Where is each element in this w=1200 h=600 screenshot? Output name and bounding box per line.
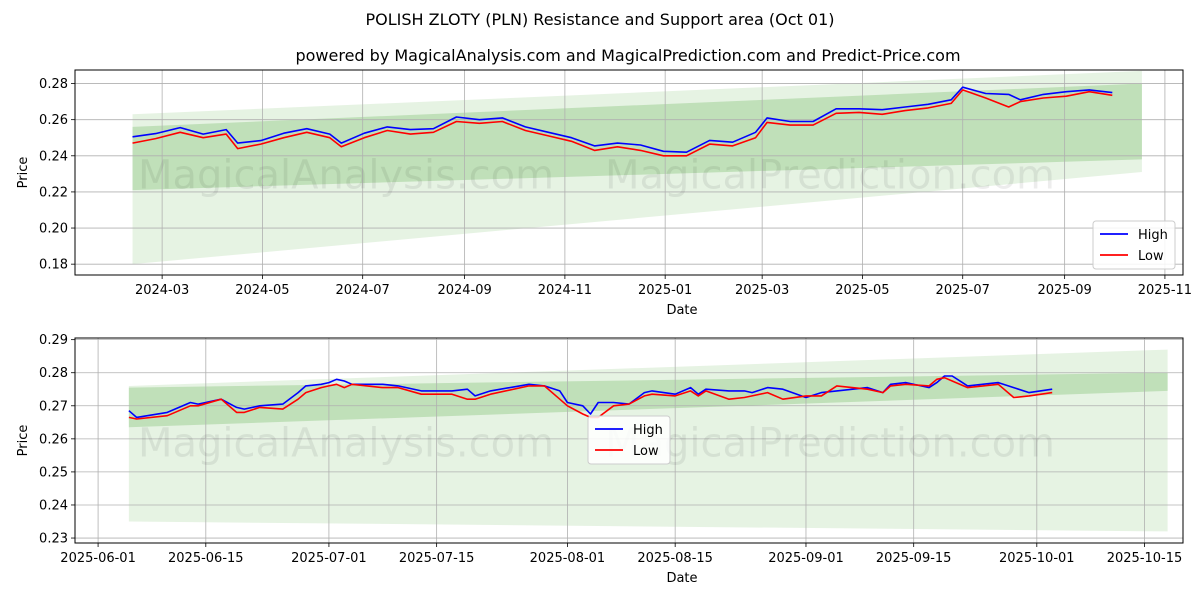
plot-frame: [74, 337, 1184, 544]
x-tick-label: 2025-09: [1037, 283, 1091, 298]
x-tick-label: 2025-08-01: [530, 551, 606, 566]
x-tick-label: 2025-06-01: [60, 551, 136, 566]
y-tick-label: 0.28: [39, 77, 68, 92]
x-axis-label: Date: [666, 571, 697, 586]
watermark-text: MagicalAnalysis.com: [138, 153, 554, 199]
plot-frame: [74, 69, 1184, 276]
y-axis-label: Price: [16, 425, 31, 457]
y-tick-label: 0.23: [39, 532, 68, 547]
series-line-high: [128, 375, 1053, 419]
chart-title: POLISH ZLOTY (PLN) Resistance and Suppor…: [366, 10, 835, 29]
watermark-text: MagicalPrediction.com: [605, 153, 1055, 199]
y-tick-label: 0.27: [39, 399, 68, 414]
y-tick-label: 0.22: [39, 185, 68, 200]
x-tick-label: 2025-10-15: [1107, 551, 1183, 566]
y-tick-label: 0.25: [39, 465, 68, 480]
x-tick-label: 2025-10-01: [999, 551, 1075, 566]
watermark-text: MagicalAnalysis.com: [138, 421, 554, 467]
y-tick-label: 0.18: [39, 258, 68, 273]
x-tick-label: 2024-09: [437, 283, 491, 298]
legend: High Low: [1092, 220, 1176, 270]
legend-label-low: Low: [1138, 249, 1164, 264]
x-tick-label: 2025-09-01: [768, 551, 844, 566]
x-tick-label: 2024-03: [135, 283, 189, 298]
x-tick-label: 2025-08-15: [637, 551, 713, 566]
x-tick-label: 2025-06-15: [168, 551, 244, 566]
x-tick-label: 2025-11: [1138, 283, 1192, 298]
x-tick-label: 2024-11: [538, 283, 592, 298]
x-tick-label: 2024-05: [235, 283, 289, 298]
legend-box: [1092, 220, 1176, 270]
x-tick-label: 2025-07-15: [399, 551, 475, 566]
series-line-low: [132, 89, 1113, 157]
y-tick-label: 0.26: [39, 432, 68, 447]
x-tick-label: 2025-03: [735, 283, 789, 298]
chart-panel-1: 2024-03 2024-05 2024-07 2024-09 2024-11 2025-…: [16, 69, 1192, 318]
watermark-text: MagicalPrediction.com: [605, 421, 1055, 467]
y-tick-label: 0.26: [39, 113, 68, 128]
x-axis-label: Date: [666, 303, 697, 318]
y-tick-label: 0.20: [39, 222, 68, 237]
x-tick-label: 2025-09-15: [876, 551, 952, 566]
x-tick-label: 2025-07: [936, 283, 990, 298]
support-resistance-band-inner: [132, 83, 1142, 191]
series-line-high: [132, 86, 1113, 153]
legend-label-low: Low: [633, 444, 659, 459]
x-tick-label: 2025-07-01: [291, 551, 367, 566]
x-tick-label: 2024-07: [336, 283, 390, 298]
legend: High Low: [587, 415, 671, 465]
y-tick-label: 0.28: [39, 366, 68, 381]
legend-label-high: High: [633, 423, 663, 438]
legend-label-high: High: [1138, 228, 1168, 243]
support-resistance-band-inner: [128, 372, 1168, 428]
chart-panel-2: 2025-06-01 2025-06-15 2025-07-01 2025-07-15…: [16, 333, 1184, 586]
legend-box: [587, 415, 671, 465]
y-axis-label: Price: [16, 157, 31, 189]
y-tick-label: 0.24: [39, 498, 68, 513]
x-tick-label: 2025-01: [638, 283, 692, 298]
y-tick-label: 0.24: [39, 149, 68, 164]
y-tick-label: 0.29: [39, 333, 68, 348]
chart-subtitle: powered by MagicalAnalysis.com and Magic…: [295, 46, 960, 65]
x-tick-label: 2025-05: [835, 283, 889, 298]
